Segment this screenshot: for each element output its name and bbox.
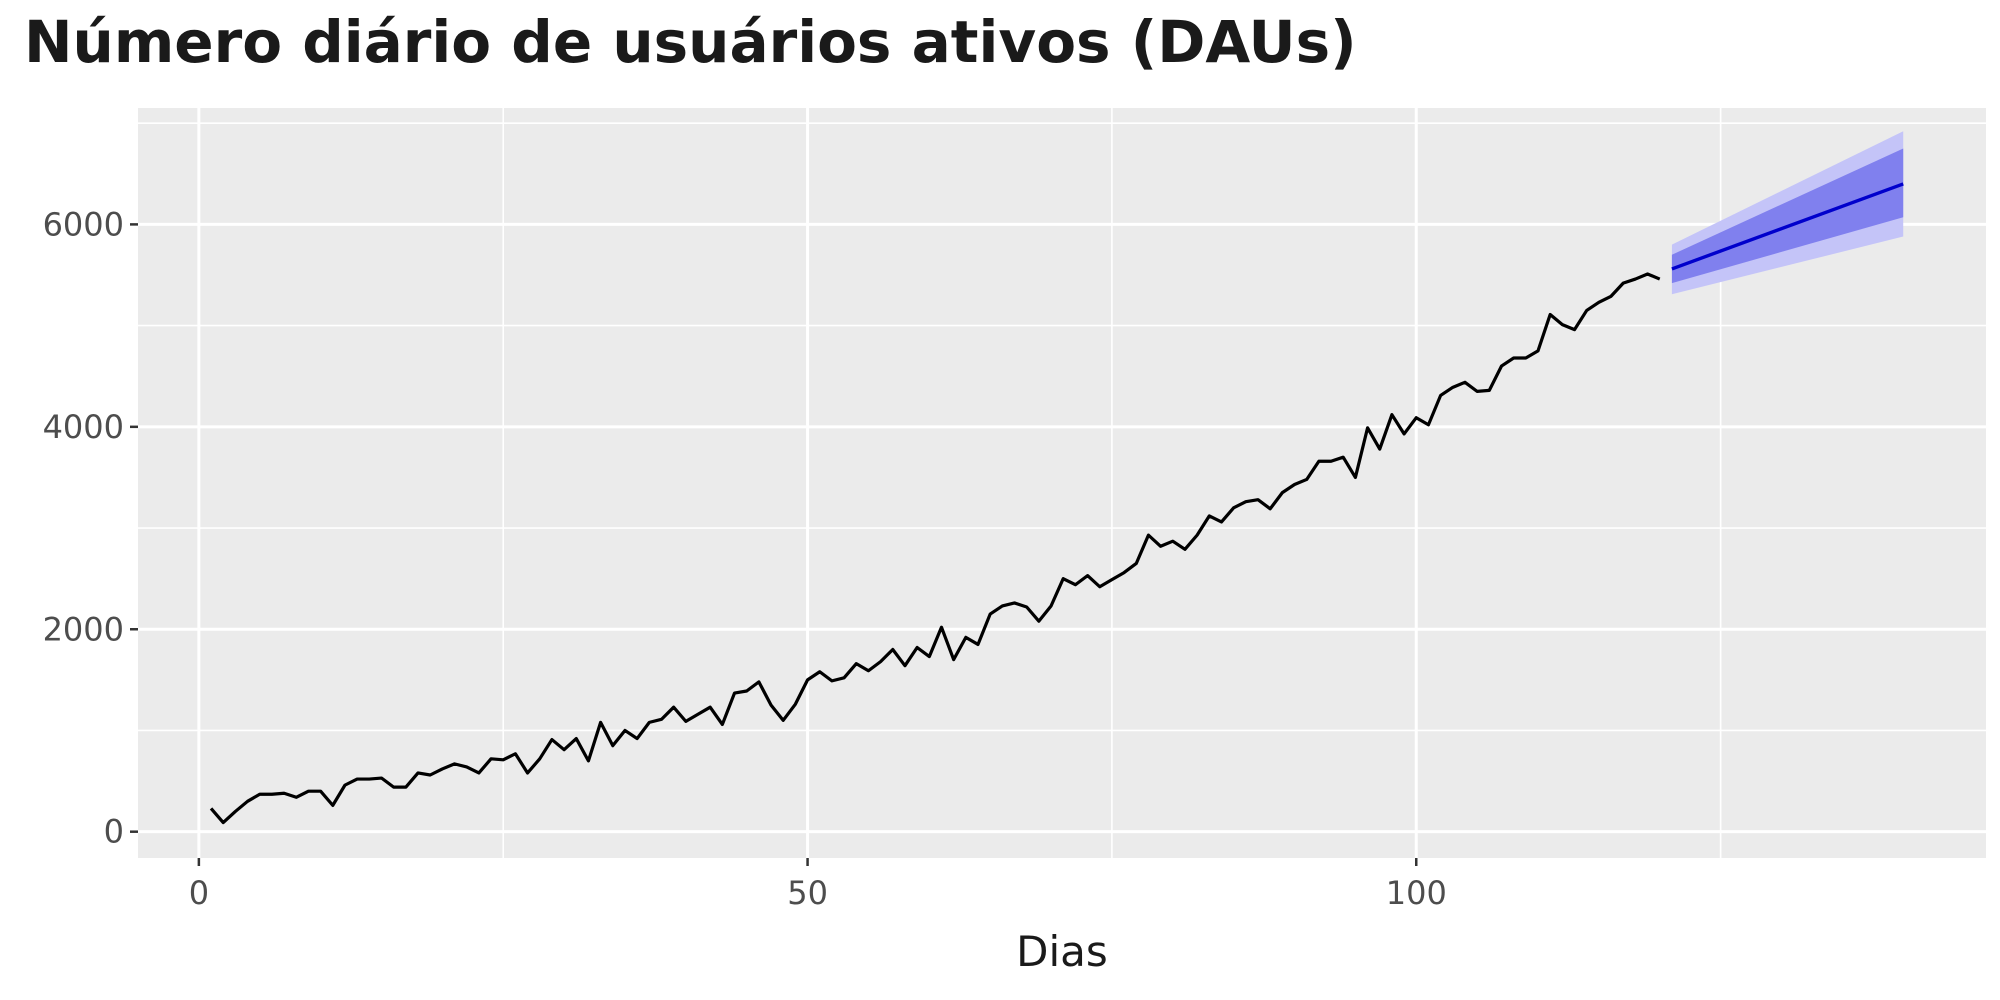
series-lines — [209, 182, 1904, 825]
x-axis-title: Dias — [1016, 927, 1108, 976]
x-tick-label: 50 — [787, 874, 828, 912]
axis-ticks — [130, 223, 1418, 866]
y-tick-label: 6000 — [43, 205, 124, 243]
observed-series-line — [209, 272, 1661, 825]
tick-labels: 0 50 100 0 2000 4000 6000 — [43, 205, 1447, 912]
y-tick-label: 4000 — [43, 408, 124, 446]
major-gridlines — [138, 108, 1986, 858]
x-tick-label: 0 — [189, 874, 209, 912]
y-tick-label: 2000 — [43, 610, 124, 648]
y-tick-label: 0 — [104, 813, 124, 851]
forecast-mean-line — [1671, 182, 1904, 271]
chart-title: Número diário de usuários ativos (DAUs) — [24, 8, 1357, 76]
plot-panel — [138, 108, 1986, 858]
x-tick-label: 100 — [1386, 874, 1447, 912]
